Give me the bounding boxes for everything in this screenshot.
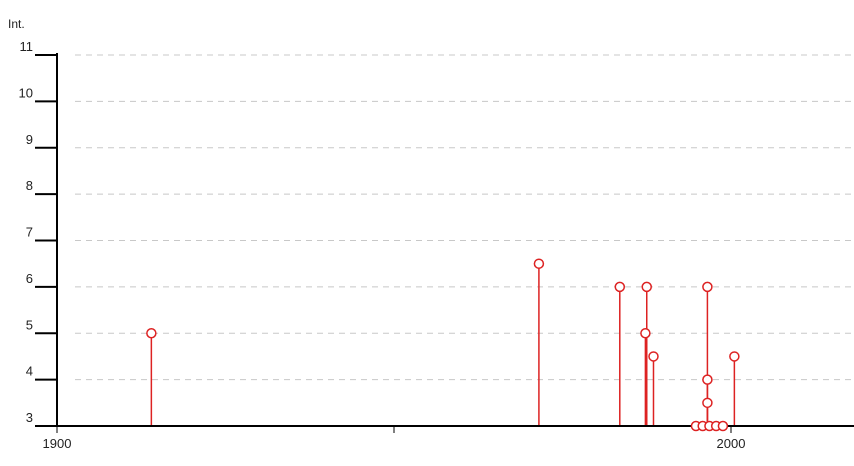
- y-tick-label-11: 11: [20, 39, 34, 54]
- y-ticks: 3 4 5 6 7 8 9 10 11: [19, 39, 57, 427]
- stem-marker-2: [614, 281, 626, 293]
- y-tick-label-10: 10: [19, 85, 33, 100]
- y-axis-title: Int.: [8, 17, 25, 31]
- y-tick-label-3: 3: [26, 410, 33, 425]
- stem-marker-6: [702, 281, 713, 293]
- stem-marker-8: [702, 397, 713, 409]
- stem-marker-7: [702, 374, 713, 385]
- gridlines: [75, 54, 854, 381]
- x-ticks: 1900 2000: [43, 426, 746, 451]
- stem-marker-5: [648, 351, 659, 362]
- axes: [35, 53, 854, 427]
- y-tick-label-9: 9: [26, 132, 33, 147]
- y-tick-label-4: 4: [26, 364, 33, 379]
- markers: [146, 258, 740, 432]
- stem-marker-0: [146, 328, 157, 339]
- y-tick-label-8: 8: [26, 178, 33, 193]
- stem-marker-14: [717, 420, 729, 432]
- x-tick-label-1900: 1900: [43, 436, 72, 451]
- stem-marker-1: [533, 258, 545, 269]
- stem-marker-4: [640, 328, 651, 339]
- y-tick-label-6: 6: [26, 271, 33, 286]
- y-tick-label-7: 7: [26, 225, 33, 240]
- stem-marker-3: [641, 281, 652, 293]
- y-tick-label-5: 5: [26, 317, 33, 332]
- stem-marker-9: [729, 351, 740, 362]
- x-tick-label-2000: 2000: [717, 436, 746, 451]
